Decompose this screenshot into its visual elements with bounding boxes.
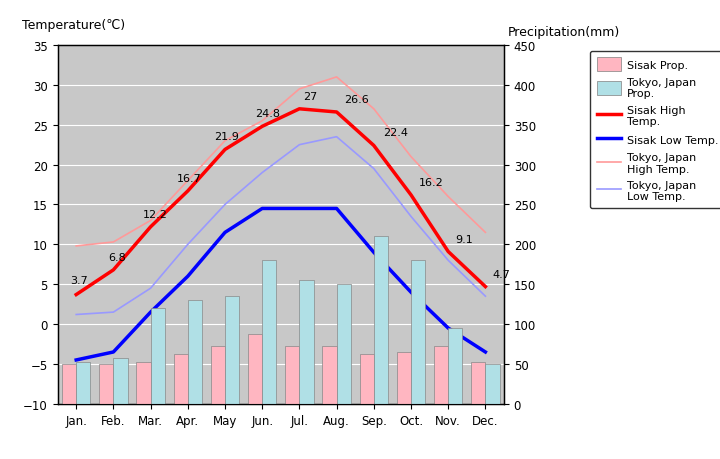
- Text: 24.8: 24.8: [255, 109, 280, 119]
- Bar: [188, 301, 202, 404]
- Bar: [150, 308, 165, 404]
- Bar: [472, 363, 485, 404]
- Text: Temperature(℃): Temperature(℃): [22, 19, 125, 32]
- Bar: [411, 261, 425, 404]
- Bar: [300, 280, 313, 404]
- Bar: [225, 297, 239, 404]
- Bar: [113, 358, 127, 404]
- Text: 3.7: 3.7: [71, 275, 89, 285]
- Bar: [174, 355, 188, 404]
- Bar: [248, 334, 262, 404]
- Bar: [99, 364, 113, 404]
- Bar: [448, 328, 462, 404]
- Text: 26.6: 26.6: [344, 95, 369, 105]
- Text: 12.2: 12.2: [143, 209, 168, 219]
- Bar: [137, 363, 150, 404]
- Text: Precipitation(mm): Precipitation(mm): [508, 26, 620, 39]
- Bar: [62, 364, 76, 404]
- Text: 16.2: 16.2: [418, 178, 444, 188]
- Bar: [434, 347, 448, 404]
- Bar: [360, 355, 374, 404]
- Bar: [336, 285, 351, 404]
- Bar: [374, 237, 388, 404]
- Bar: [211, 347, 225, 404]
- Text: 21.9: 21.9: [214, 132, 239, 142]
- Bar: [262, 261, 276, 404]
- Text: 22.4: 22.4: [383, 128, 408, 138]
- Text: 16.7: 16.7: [176, 174, 202, 184]
- Bar: [323, 347, 336, 404]
- Bar: [285, 347, 300, 404]
- Bar: [76, 363, 90, 404]
- Legend: Sisak Prop., Tokyo, Japan
Prop., Sisak High
Temp., Sisak Low Temp., Tokyo, Japan: Sisak Prop., Tokyo, Japan Prop., Sisak H…: [590, 51, 720, 208]
- Bar: [485, 364, 500, 404]
- Text: 6.8: 6.8: [108, 252, 125, 262]
- Text: 9.1: 9.1: [456, 234, 473, 244]
- Bar: [397, 352, 411, 404]
- Text: 4.7: 4.7: [492, 269, 510, 279]
- Text: 27: 27: [303, 92, 318, 101]
